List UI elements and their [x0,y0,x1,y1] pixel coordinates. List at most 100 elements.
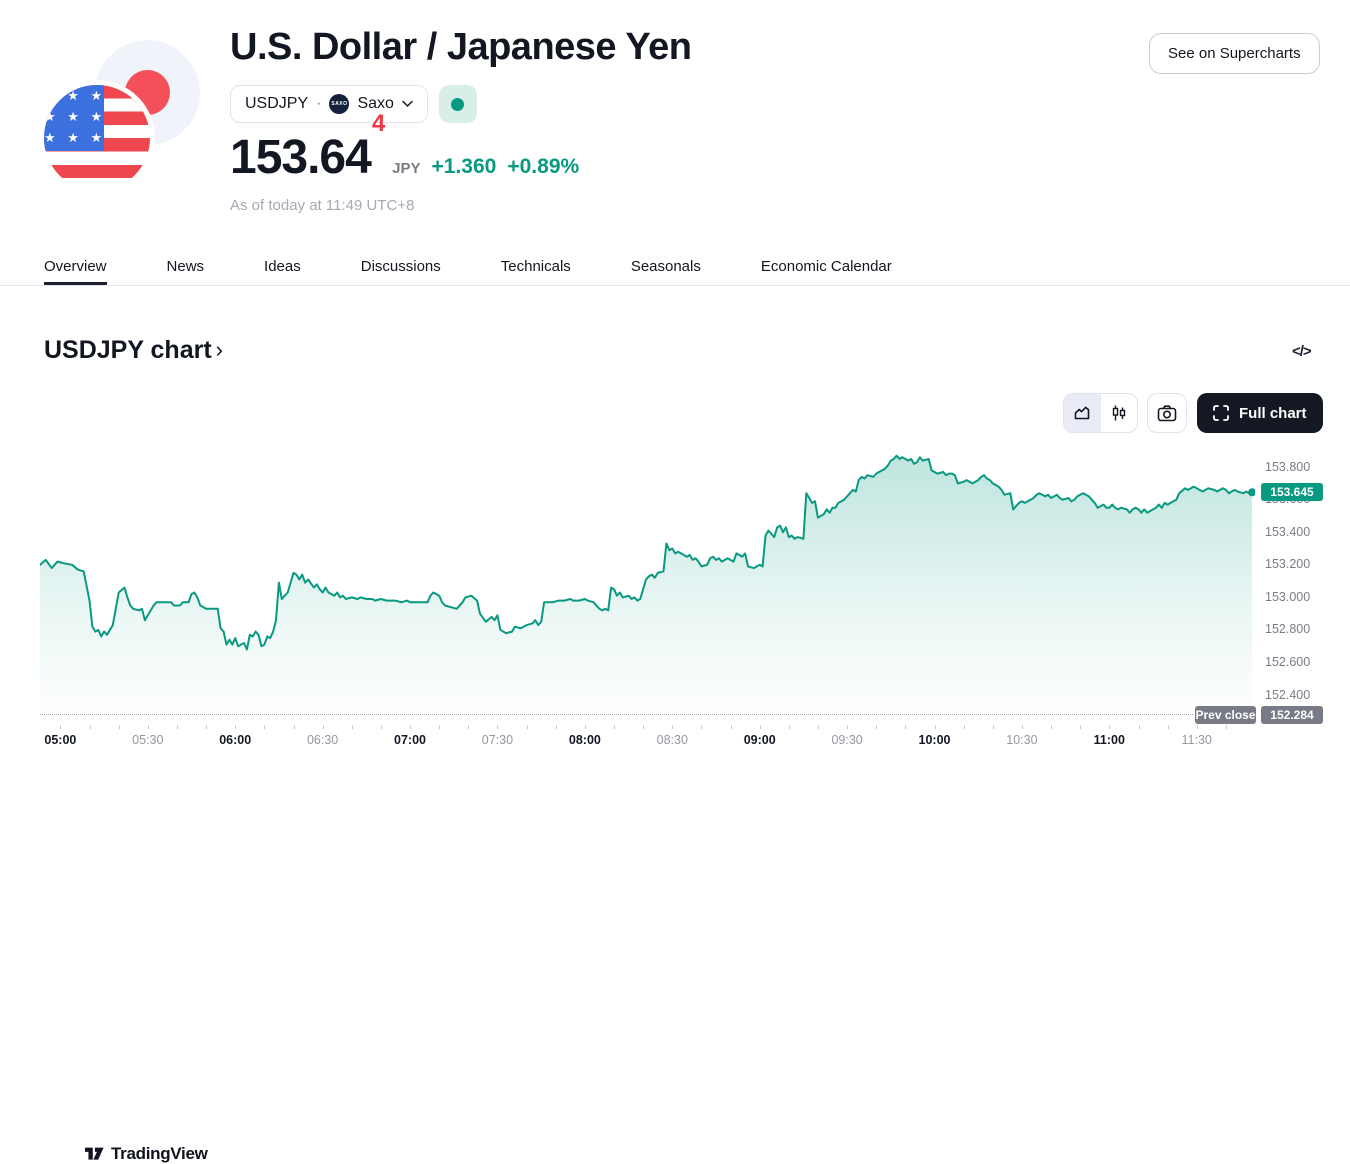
y-axis-label: 153.800 [1265,459,1311,474]
x-axis-label: 07:30 [481,733,514,747]
price-change-percent: +0.89% [507,155,580,178]
full-chart-button[interactable]: Full chart [1197,393,1323,433]
last-price-fractional: 4 [371,110,386,137]
time-tick-mark [788,725,790,729]
time-tick-mark [1225,725,1227,729]
y-axis-label: 152.600 [1265,655,1311,669]
time-tick-mark [380,725,382,729]
time-tick-mark [526,725,528,729]
time-tick-mark [60,725,62,729]
time-tick-mark [876,725,878,729]
candlestick-chart-icon [1112,405,1125,421]
x-axis-label: 07:00 [394,733,426,747]
x-axis-label: 06:00 [219,733,252,747]
chevron-down-icon [402,100,413,108]
separator-dot: · [316,95,322,112]
time-tick-mark [118,725,120,729]
x-axis-label: 10:00 [918,733,951,747]
see-on-supercharts-button[interactable]: See on Supercharts [1149,33,1320,74]
time-tick-mark [293,725,295,729]
chart-section-heading[interactable]: USDJPY chart › [44,336,223,364]
price-currency: JPY [392,160,421,177]
us-flag-icon: ★ ★ ★ ★ ★ ★ ★ ★ ★ [44,85,150,191]
camera-icon [1157,405,1177,422]
exchange-name: Saxo [357,95,394,112]
time-tick-mark [992,725,994,729]
x-axis-label: 05:30 [132,733,164,747]
y-axis-label: 153.400 [1265,524,1311,539]
time-tick-mark [847,725,849,729]
tab-news[interactable]: News [166,258,205,275]
tradingview-watermark[interactable]: TradingView [85,1144,208,1164]
time-tick-mark [730,725,732,729]
y-axis-label: 153.000 [1265,589,1311,604]
time-tick-mark [1109,725,1111,729]
tab-overview[interactable]: Overview [44,250,107,285]
time-tick-mark [147,725,149,729]
market-open-dot-icon [451,97,465,111]
x-axis-label: 08:00 [568,733,601,747]
symbol-ticker: USDJPY [245,95,309,112]
last-price-value: 153.64 [230,131,372,184]
tab-seasonals[interactable]: Seasonals [630,258,701,275]
time-tick-mark [614,725,615,729]
time-tick-mark [235,725,237,729]
time-tick-mark [1021,725,1023,729]
y-axis-label: 152.400 [1265,687,1311,702]
time-axis-ticks [40,725,1255,730]
time-tick-mark [759,725,761,729]
tab-discussions[interactable]: Discussions [360,258,441,275]
last-price-dot [1248,488,1257,497]
time-tick-mark [1196,725,1198,729]
x-axis-label: 09:00 [743,733,776,747]
time-tick-mark [322,725,324,729]
time-tick-mark [1167,725,1169,729]
x-axis-label: 06:30 [306,733,339,747]
symbol-switcher-button[interactable]: USDJPY · SAXO Saxo [230,85,428,123]
time-tick-mark [817,725,819,729]
x-axis-label: 11:00 [1093,733,1125,747]
price-chart-plot[interactable]: TradingView [39,450,1257,1163]
time-tick-mark [89,725,91,729]
tab-economic-calendar[interactable]: Economic Calendar [760,258,892,275]
price-change-absolute: +1.360 [431,155,497,178]
time-tick-mark [497,725,499,729]
tab-ideas[interactable]: Ideas [264,258,301,275]
chevron-right-icon: › [215,336,223,362]
area-chart-type-button[interactable] [1064,394,1101,432]
price-row: 153.64 4 JPY +1.360 +0.89% [230,110,580,185]
time-tick-mark [1051,725,1052,729]
prev-close-value-badge: 152.284 [1261,706,1323,724]
time-tick-mark [351,725,353,729]
prev-close-label-badge: Prev close [1195,706,1256,724]
time-tick-mark [468,725,470,729]
time-tick-mark [1138,725,1140,729]
last-price-badge: 153.645 [1261,483,1323,501]
y-axis-label: 152.800 [1265,622,1311,637]
us-flag-canton: ★ ★ ★ ★ ★ ★ ★ ★ ★ [44,85,104,151]
time-tick-mark [701,725,703,729]
fullscreen-brackets-icon [1213,405,1229,421]
section-tabs: Overview News Ideas Discussions Technicals Se… [0,250,1350,286]
x-axis-label: 10:30 [1006,733,1038,747]
x-axis-label: 08:30 [656,733,688,747]
time-scale-axis[interactable]: 05:00 05:30 06:00 06:30 07:00 07:30 08:00 08:30… [40,733,1255,749]
area-chart-icon [1074,406,1090,420]
time-tick-mark [672,725,674,729]
time-tick-mark [206,725,208,729]
time-tick-mark [555,725,557,729]
market-status-indicator[interactable] [438,85,477,123]
x-axis-label: 09:30 [831,733,863,747]
tradingview-logo-icon [85,1147,104,1160]
chart-type-segmented-control [1063,393,1138,433]
time-tick-mark [934,725,936,729]
page-title: U.S. Dollar / Japanese Yen [230,26,692,68]
time-tick-mark [1080,725,1082,729]
snapshot-camera-button[interactable] [1147,393,1187,433]
candlestick-chart-type-button[interactable] [1101,394,1138,432]
time-tick-mark [643,725,645,729]
embed-code-icon[interactable]: </> [1292,343,1312,360]
symbol-row: USDJPY · SAXO Saxo [230,85,477,123]
time-tick-mark [264,725,266,729]
tab-technicals[interactable]: Technicals [500,258,571,275]
